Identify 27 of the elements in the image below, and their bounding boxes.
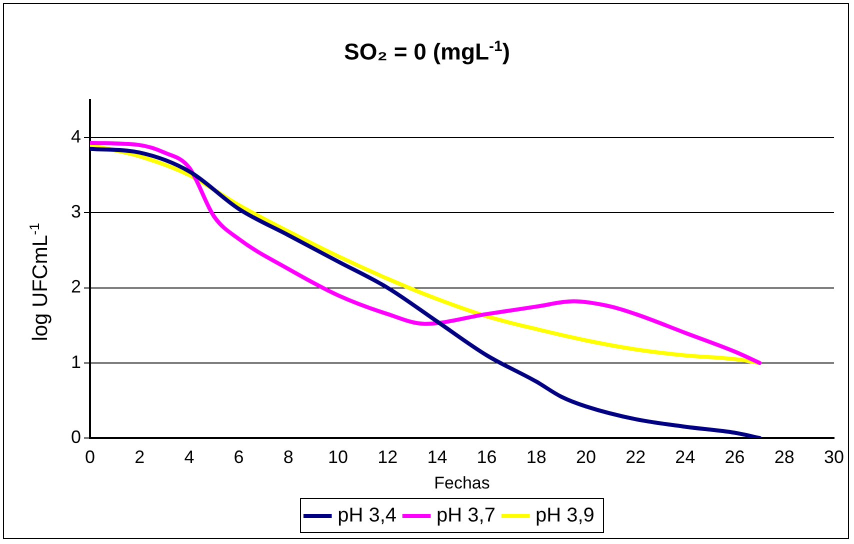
x-tick-label: 14 bbox=[427, 446, 448, 467]
x-tick-label: 10 bbox=[328, 446, 348, 467]
y-tick-label: 3 bbox=[70, 202, 82, 222]
x-tick-label: 2 bbox=[134, 446, 145, 467]
x-tick-label: 18 bbox=[526, 446, 546, 467]
x-tick-label: 26 bbox=[724, 446, 745, 467]
y-tick-label: 1 bbox=[70, 352, 82, 372]
x-tick-label: 16 bbox=[476, 446, 497, 467]
x-tick-label: 30 bbox=[824, 446, 844, 467]
chart-title: SO₂ = 0 (mgL$^{-1}$) bbox=[342, 38, 512, 66]
x-tick-label: 4 bbox=[184, 446, 194, 467]
x-tick-label: 24 bbox=[675, 446, 696, 467]
x-tick-label: 20 bbox=[576, 446, 596, 467]
y-tick-label: 4 bbox=[70, 126, 82, 147]
legend-label: pH 3,7 bbox=[436, 504, 496, 527]
legend-label: pH 3,4 bbox=[338, 504, 397, 527]
y-tick-label: 2 bbox=[70, 276, 82, 297]
y-tick-label: 0 bbox=[70, 426, 82, 447]
x-tick-label: 12 bbox=[378, 446, 398, 467]
x-tick-label: 0 bbox=[85, 446, 96, 467]
x-tick-label: 6 bbox=[234, 446, 244, 467]
x-axis-title: Fechas bbox=[434, 473, 490, 492]
legend-label: pH 3,9 bbox=[535, 504, 594, 527]
x-tick-label: 8 bbox=[283, 446, 294, 467]
line-series bbox=[90, 146, 762, 438]
x-tick-label: 22 bbox=[626, 446, 646, 467]
x-tick-label: 28 bbox=[774, 446, 794, 467]
